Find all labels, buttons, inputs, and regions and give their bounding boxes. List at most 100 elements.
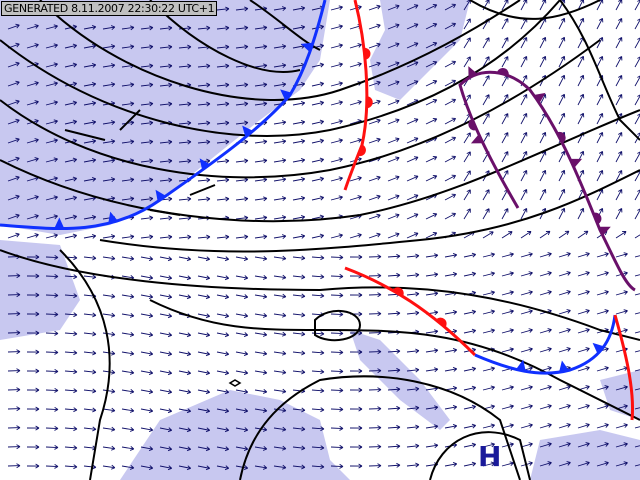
isobar	[59, 249, 111, 480]
wind-arrow	[482, 75, 490, 87]
wind-arrow	[330, 273, 344, 279]
wind-arrow	[197, 256, 211, 262]
wind-arrow	[349, 463, 363, 469]
wind-arrow	[482, 189, 490, 201]
wind-arrow	[387, 99, 400, 106]
isobar	[149, 299, 640, 421]
wind-arrow	[273, 274, 287, 280]
wind-arrow	[159, 408, 173, 414]
wind-arrow	[634, 37, 640, 49]
wind-arrow	[577, 0, 585, 11]
wind-arrow	[425, 3, 438, 11]
wind-arrow	[45, 195, 58, 201]
wind-arrow	[349, 195, 362, 201]
wind-arrow	[159, 101, 173, 107]
cold-front-triangle	[155, 189, 166, 202]
wind-arrow	[558, 423, 571, 429]
wind-arrow	[140, 294, 154, 299]
wind-arrow	[634, 426, 640, 429]
cold-front-triangle	[570, 158, 583, 168]
isobar	[0, 249, 640, 341]
wind-arrow	[368, 444, 382, 450]
wind-arrow	[140, 332, 154, 337]
wind-arrow	[349, 100, 362, 106]
wind-arrow	[45, 43, 58, 49]
wind-arrow	[235, 82, 249, 88]
wind-arrow	[520, 170, 528, 182]
wind-arrow	[235, 446, 249, 451]
isobar	[429, 431, 531, 480]
wind-arrow	[596, 131, 604, 144]
wind-arrow	[178, 427, 192, 433]
wind-arrow	[159, 294, 173, 300]
wind-arrow	[349, 62, 362, 68]
wind-arrow	[64, 195, 78, 201]
wind-arrow	[273, 255, 287, 261]
wind-arrow	[292, 445, 306, 451]
cold-front-triangle	[515, 359, 526, 372]
wind-arrow	[482, 94, 490, 106]
wind-arrow	[444, 309, 458, 315]
cold-front-triangle	[54, 217, 65, 229]
wind-arrow	[235, 389, 249, 394]
wind-arrow	[330, 387, 344, 393]
wind-arrow	[444, 60, 457, 68]
wind-arrow	[273, 369, 287, 375]
wind-arrow	[634, 208, 640, 220]
wind-arrow	[501, 113, 509, 125]
wind-arrow	[558, 112, 566, 125]
wind-arrow	[83, 426, 97, 432]
cold-front-triangle	[559, 360, 569, 373]
wind-arrow	[26, 406, 40, 412]
wind-arrow	[102, 234, 116, 240]
wind-arrow	[558, 55, 566, 68]
wind-arrow	[102, 426, 116, 432]
wind-arrow	[140, 256, 154, 261]
wind-arrow	[273, 464, 287, 470]
wind-arrow	[425, 117, 438, 125]
wind-arrow	[482, 252, 495, 258]
wind-arrow	[596, 290, 609, 296]
wind-arrow	[197, 294, 211, 300]
wind-arrow	[634, 331, 640, 334]
wind-arrow	[634, 350, 640, 353]
wind-arrow	[368, 349, 382, 355]
wind-arrow	[159, 82, 173, 88]
wind-arrow	[83, 62, 97, 68]
high-pressure-label: H	[478, 440, 502, 473]
wind-arrow	[330, 349, 344, 355]
wind-arrow	[83, 43, 97, 49]
wind-arrow	[178, 63, 192, 69]
wind-arrow	[349, 176, 362, 182]
wind-arrow	[387, 272, 401, 278]
wind-arrow	[634, 464, 640, 467]
wind-arrow	[634, 94, 640, 106]
wind-arrow	[45, 157, 58, 163]
wind-arrow	[444, 41, 457, 49]
wind-arrow	[330, 292, 344, 298]
wind-arrow	[463, 423, 477, 429]
wind-arrow	[83, 157, 97, 163]
wind-arrow	[7, 156, 20, 163]
wind-arrow	[387, 194, 400, 201]
wind-arrow	[406, 348, 420, 354]
wind-arrow	[254, 196, 268, 202]
wind-arrow	[121, 234, 135, 240]
wind-arrow	[254, 332, 268, 337]
wind-arrow	[311, 331, 325, 337]
wind-arrow	[425, 41, 438, 49]
wind-arrow	[102, 158, 116, 164]
wind-arrow	[140, 25, 154, 31]
wind-arrow	[368, 194, 381, 201]
wind-arrow	[539, 347, 552, 353]
wind-arrow	[539, 0, 547, 11]
cold-front-triangle	[592, 342, 605, 354]
wind-arrow	[273, 331, 287, 337]
wind-arrow	[64, 407, 78, 413]
wind-arrow	[425, 272, 439, 278]
front-symbols	[54, 42, 611, 373]
wind-arrow	[634, 388, 640, 391]
wind-arrow	[216, 427, 230, 433]
wind-arrow	[159, 158, 173, 164]
